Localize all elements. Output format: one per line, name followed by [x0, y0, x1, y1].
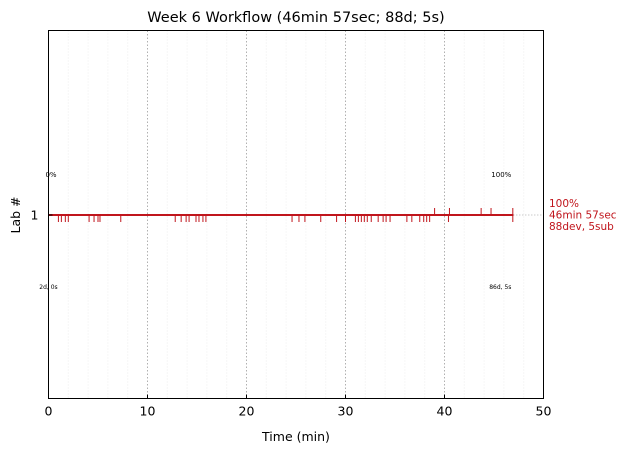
x-tick-label: 30 — [338, 404, 354, 419]
chart-title: Week 6 Workflow (46min 57sec; 88d; 5s) — [147, 10, 444, 26]
x-axis-label: Time (min) — [261, 429, 330, 444]
x-tick-label: 10 — [140, 404, 156, 419]
summary-label: 88dev, 5sub — [549, 221, 614, 233]
x-tick-label: 40 — [437, 404, 453, 419]
x-tick-label: 0 — [45, 404, 53, 419]
y-axis-label: Lab # — [8, 196, 23, 233]
end-percent-label: 100% — [491, 171, 511, 179]
start-percent-label: 0% — [45, 171, 56, 179]
x-axis-ticks: 0 10 20 30 40 50 — [45, 394, 552, 419]
summary-label: 100% — [549, 198, 579, 210]
y-axis-ticks: 1 — [31, 208, 53, 223]
summary-label: 46min 57sec — [549, 210, 617, 222]
end-counts-label: 86d, 5s — [489, 284, 511, 291]
x-tick-label: 20 — [239, 404, 255, 419]
x-tick-label: 50 — [536, 404, 552, 419]
y-tick-label: 1 — [31, 208, 39, 223]
